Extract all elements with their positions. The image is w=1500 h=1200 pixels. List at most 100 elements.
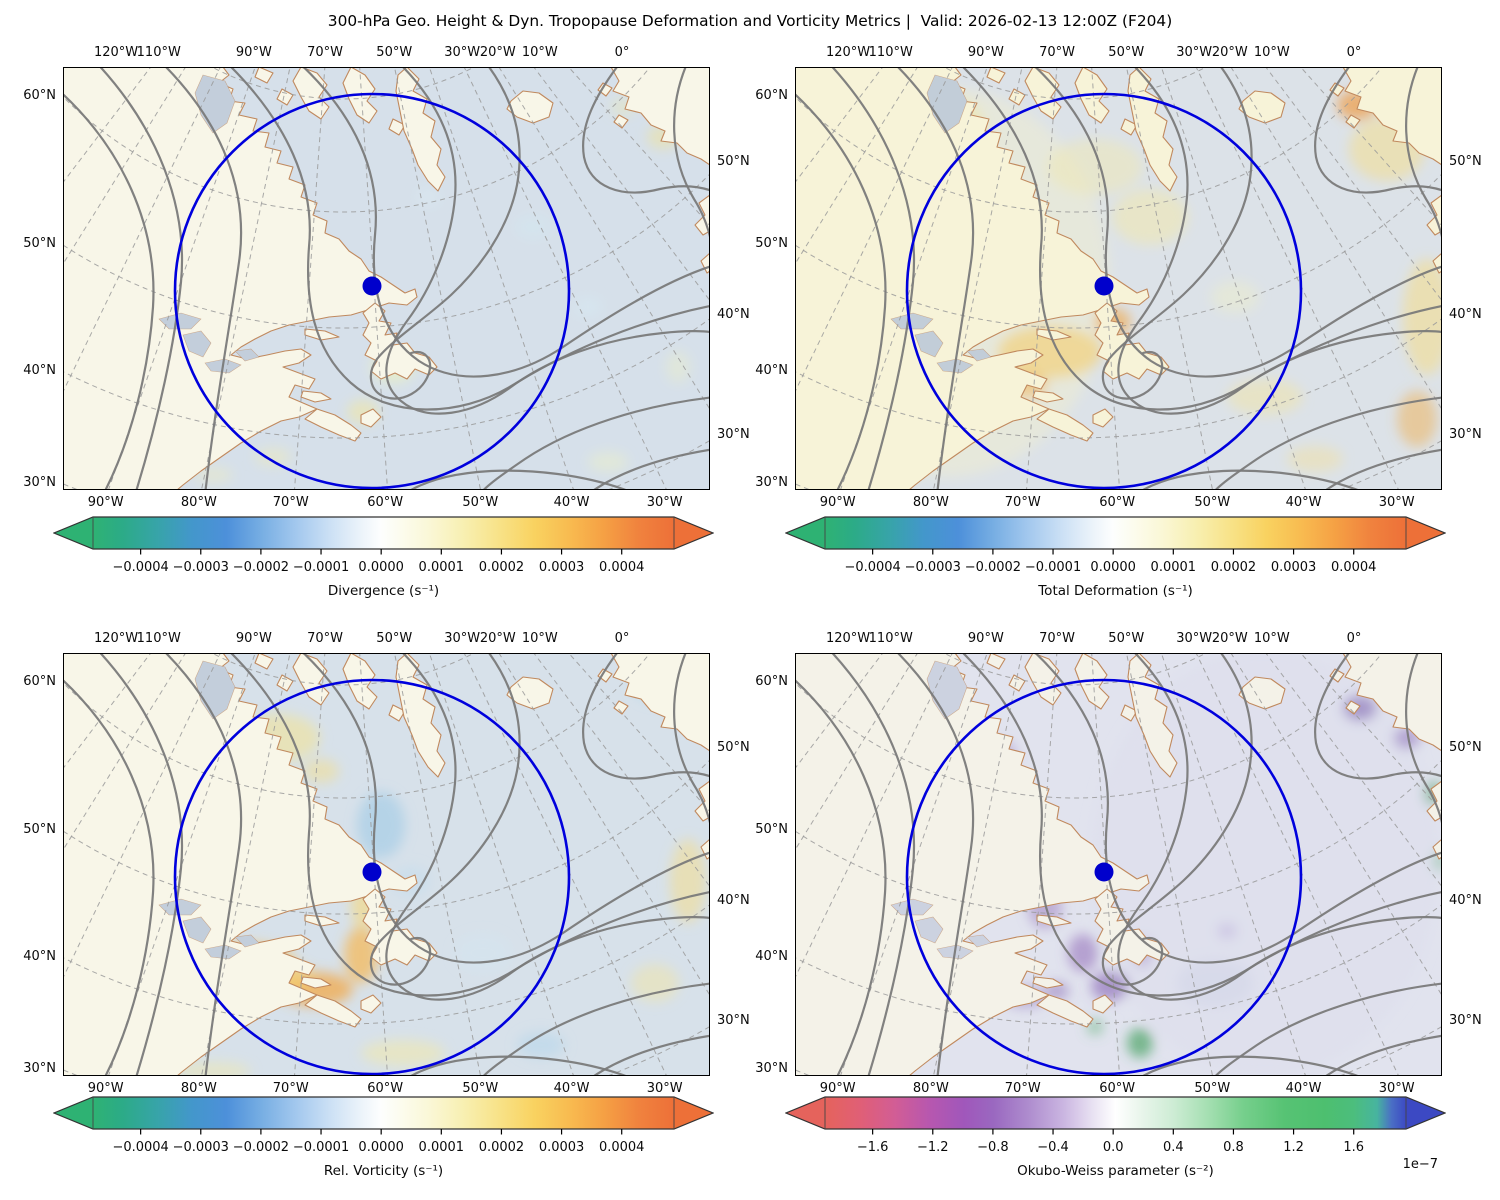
lon-label-bottom: 40°W <box>1285 495 1322 510</box>
lat-label-right: 50°N <box>717 154 750 170</box>
lat-label-right: 40°N <box>1449 306 1482 322</box>
lat-label-right: 40°N <box>717 892 750 908</box>
geopotential-contours <box>795 67 1442 490</box>
lon-label-bottom: 70°W <box>1004 1081 1041 1096</box>
colorbar-okubo-weiss: −1.6 −1.2 −0.8 −0.4 0.0 0.4 0.8 1.2 1.6 Okubo-Wei… <box>785 1096 1446 1179</box>
colorbar-tick-label: 0.0002 <box>1211 560 1257 575</box>
geopotential-contours <box>63 67 710 490</box>
lon-label-bottom: 80°W <box>912 495 949 510</box>
colorbar-tick-label: −0.0004 <box>112 1140 168 1155</box>
station-marker-dot <box>1094 276 1114 296</box>
colorbar-gradient-bar <box>785 516 1446 550</box>
colorbar-axis-label: Divergence (s⁻¹) <box>328 583 439 599</box>
lat-label-right: 40°N <box>717 306 750 322</box>
lon-label-bottom: 80°W <box>180 1081 217 1096</box>
lakes <box>890 660 992 960</box>
lon-label-top: 10°W <box>521 631 558 646</box>
lon-label-top: 0° <box>614 45 630 60</box>
lon-label-top: 120°W <box>825 631 871 646</box>
lon-label-bottom: 40°W <box>553 1081 590 1096</box>
lat-label-right: 30°N <box>717 1012 750 1028</box>
lat-label-left: 60°N <box>755 674 788 690</box>
colorbar-tick-label: −0.0002 <box>233 1140 289 1155</box>
lon-label-top: 70°W <box>307 45 343 60</box>
panel-border <box>63 653 710 1076</box>
lon-label-bottom: 50°W <box>1194 495 1231 510</box>
lon-label-bottom: 60°W <box>1099 1081 1136 1096</box>
lat-label-left: 30°N <box>23 1060 56 1076</box>
lat-label-left: 40°N <box>23 362 56 378</box>
lon-label-bottom: 50°W <box>462 495 499 510</box>
lon-label-bottom: 40°W <box>553 495 590 510</box>
lon-label-top: 0° <box>1346 631 1362 646</box>
lat-label-left: 50°N <box>755 821 788 837</box>
colorbar-tick-label: −0.0003 <box>173 560 229 575</box>
lat-label-left: 50°N <box>755 235 788 251</box>
lat-label-left: 50°N <box>23 235 56 251</box>
lon-label-top: 10°W <box>1253 631 1290 646</box>
colorbar-total-deformation: −0.0004 −0.0003 −0.0002 −0.0001 0.0000 0.0001… <box>785 516 1446 599</box>
lon-label-bottom: 60°W <box>1099 495 1136 510</box>
colorbar-tick-label: −1.2 <box>917 1140 949 1155</box>
colorbar-tick-label: −0.0002 <box>965 560 1021 575</box>
lon-label-top: 10°W <box>1253 45 1290 60</box>
lat-label-left: 30°N <box>23 474 56 490</box>
colorbar-rel-vorticity: −0.0004 −0.0003 −0.0002 −0.0001 0.0000 0.0001… <box>53 1096 714 1179</box>
lat-label-left: 40°N <box>755 948 788 964</box>
lon-label-top: 110°W <box>868 631 913 646</box>
lat-label-left: 60°N <box>23 674 56 690</box>
lon-label-bottom: 30°W <box>646 495 683 510</box>
lon-label-top: 120°W <box>825 45 871 60</box>
lon-label-top: 120°W <box>93 631 139 646</box>
colorbar-tick-label: 0.0002 <box>479 1140 525 1155</box>
colorbar-axis-label: Rel. Vorticity (s⁻¹) <box>324 1163 443 1179</box>
lon-label-top: 50°W <box>1108 631 1145 646</box>
lon-label-top: 90°W <box>235 631 272 646</box>
range-circle <box>905 678 1303 1076</box>
lat-label-left: 30°N <box>755 474 788 490</box>
colorbar-tick-label: −0.0004 <box>112 560 168 575</box>
lon-label-top: 120°W <box>93 45 139 60</box>
lon-label-bottom: 70°W <box>272 495 309 510</box>
lon-label-top: 90°W <box>967 631 1004 646</box>
lon-label-bottom: 80°W <box>912 1081 949 1096</box>
colorbar-tick-label: 0.0002 <box>479 560 525 575</box>
lat-label-left: 50°N <box>23 821 56 837</box>
colorbar-tick-label: −0.0001 <box>293 1140 349 1155</box>
geopotential-contours <box>795 653 1442 1076</box>
lon-label-bottom: 90°W <box>87 495 124 510</box>
colorbar-tick-label: −1.6 <box>857 1140 889 1155</box>
lon-label-top: 30°W <box>444 45 481 60</box>
colorbar-tick-label: 0.0 <box>1103 1140 1124 1155</box>
lon-label-bottom: 70°W <box>1004 495 1041 510</box>
lat-label-right: 30°N <box>1449 1012 1482 1028</box>
map-panel-total-deformation <box>795 67 1442 490</box>
lat-label-left: 60°N <box>23 88 56 104</box>
station-marker-dot <box>362 276 382 296</box>
colorbar-tick-label: 0.0001 <box>419 560 465 575</box>
geopotential-contours <box>63 653 710 1076</box>
range-circle <box>173 92 571 490</box>
lon-label-top: 50°W <box>376 631 413 646</box>
lat-label-left: 30°N <box>755 1060 788 1076</box>
colorbar-tick-label: 0.8 <box>1223 1140 1244 1155</box>
lon-label-bottom: 50°W <box>1194 1081 1231 1096</box>
lon-label-top: 0° <box>1346 45 1362 60</box>
lon-label-bottom: 60°W <box>367 495 404 510</box>
colorbar-tick-label: −0.4 <box>1037 1140 1069 1155</box>
lat-label-left: 60°N <box>755 88 788 104</box>
panel-border <box>63 67 710 490</box>
lon-label-top: 90°W <box>235 45 272 60</box>
lon-label-bottom: 30°W <box>646 1081 683 1096</box>
lakes <box>158 74 260 374</box>
lon-label-bottom: 90°W <box>87 1081 124 1096</box>
colorbar-tick-label: 0.0003 <box>539 1140 585 1155</box>
lon-label-top: 110°W <box>868 45 913 60</box>
lon-label-bottom: 30°W <box>1378 495 1415 510</box>
lon-label-top: 110°W <box>136 631 181 646</box>
colorbar-offset-label: 1e−7 <box>1403 1157 1438 1172</box>
coastlines <box>63 653 710 1076</box>
lon-label-top: 70°W <box>1039 45 1075 60</box>
colorbar-tick-label: −0.0002 <box>233 560 289 575</box>
colorbar-gradient-bar <box>53 1096 714 1130</box>
